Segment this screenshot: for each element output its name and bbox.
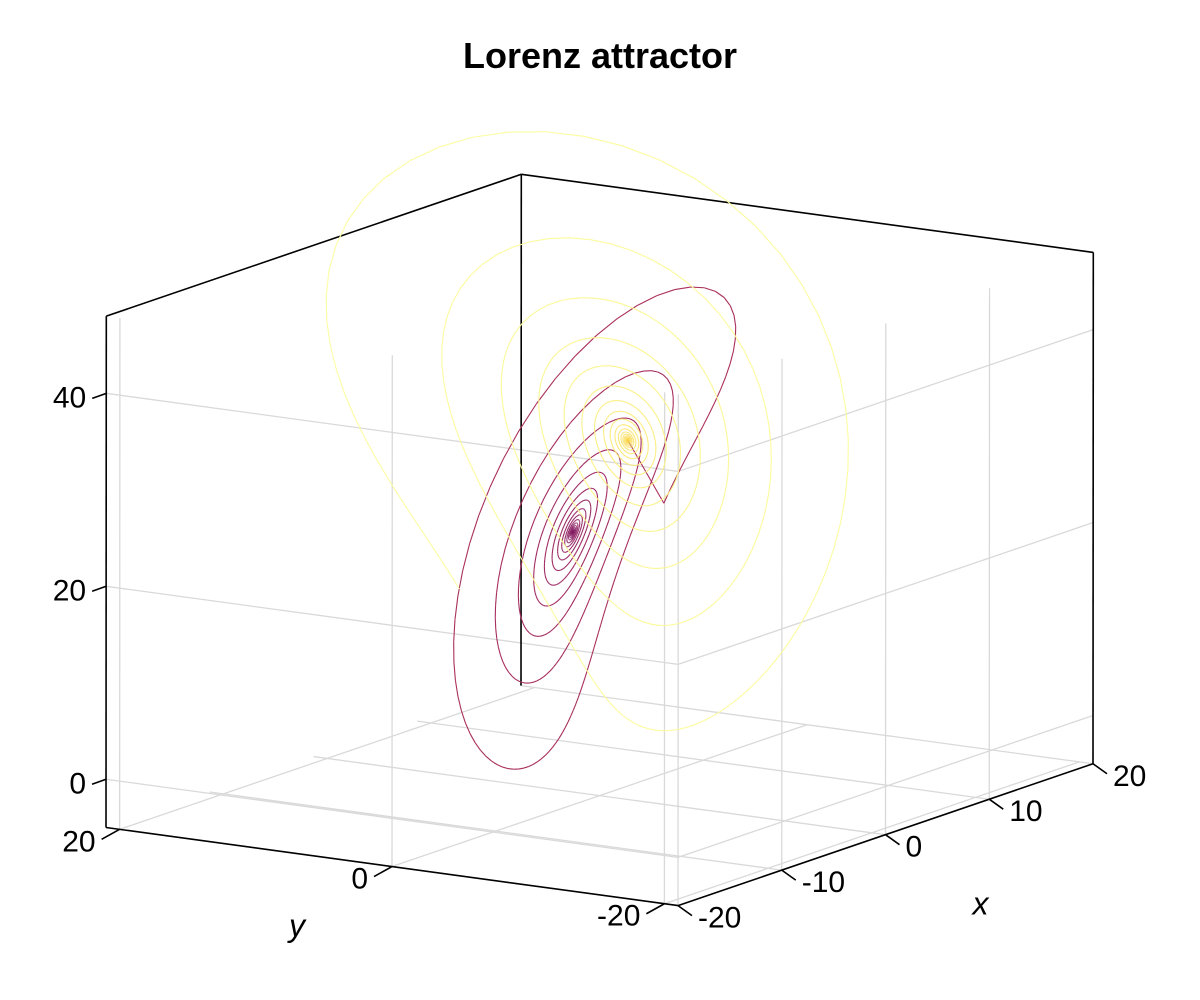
svg-text:20: 20 — [62, 825, 95, 858]
svg-text:-20: -20 — [597, 900, 640, 933]
svg-text:-20: -20 — [698, 902, 741, 935]
svg-text:y: y — [287, 908, 307, 944]
svg-text:20: 20 — [53, 574, 86, 607]
svg-text:40: 40 — [53, 381, 86, 414]
svg-text:-10: -10 — [802, 866, 845, 899]
svg-text:0: 0 — [351, 863, 368, 896]
svg-text:0: 0 — [69, 767, 86, 800]
svg-text:Lorenz attractor: Lorenz attractor — [463, 35, 737, 76]
svg-text:20: 20 — [1113, 760, 1146, 793]
svg-text:10: 10 — [1009, 795, 1042, 828]
svg-text:0: 0 — [906, 831, 923, 864]
svg-text:x: x — [971, 886, 990, 922]
